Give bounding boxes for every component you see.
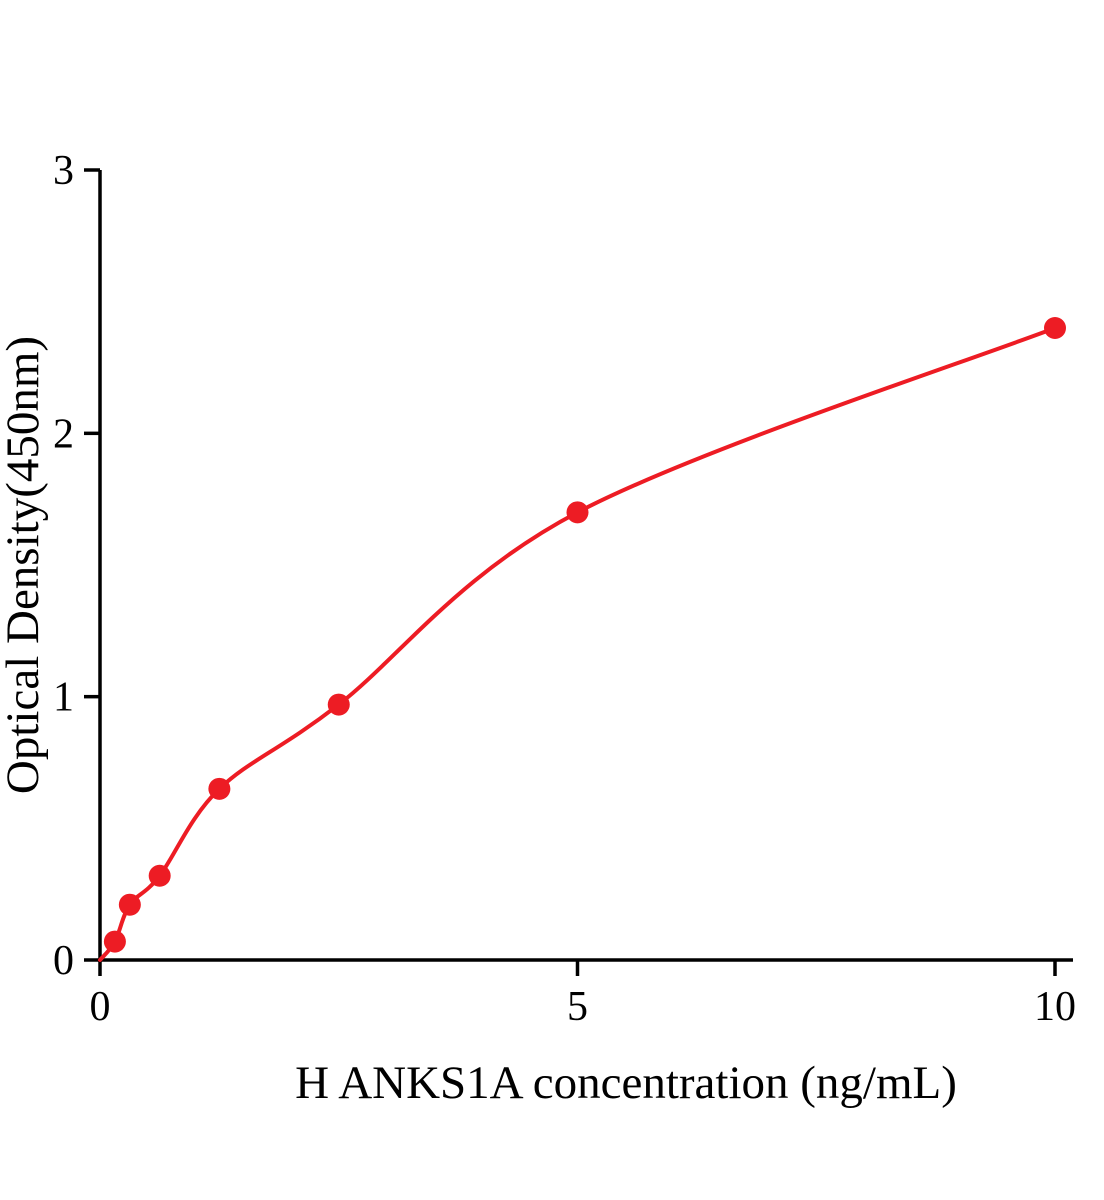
- fit-curve-layer: [98, 326, 1057, 962]
- data-point: [118, 893, 141, 916]
- y-tick-label: 3: [53, 148, 74, 194]
- data-point: [1044, 317, 1066, 339]
- axes-layer: [98, 170, 1073, 962]
- tick-layer: 0 5 10 0 1 2 3: [53, 148, 1076, 1030]
- y-tick-label: 2: [53, 411, 74, 457]
- y-tick-label: 1: [53, 675, 74, 721]
- x-tick-label: 0: [90, 984, 111, 1030]
- x-tick-label: 10: [1034, 984, 1076, 1030]
- x-tick-label: 5: [567, 984, 588, 1030]
- data-point: [208, 777, 231, 800]
- data-point: [103, 930, 126, 953]
- data-point: [327, 693, 350, 716]
- y-axis-label: Optical Density(450nm): [0, 336, 49, 794]
- fit-curve: [98, 326, 1057, 962]
- data-point: [566, 501, 589, 524]
- y-tick-label: 0: [53, 938, 74, 984]
- x-axis-label: H ANKS1A concentration (ng/mL): [295, 1057, 957, 1109]
- data-point-layer: [103, 317, 1066, 953]
- data-point: [148, 864, 171, 887]
